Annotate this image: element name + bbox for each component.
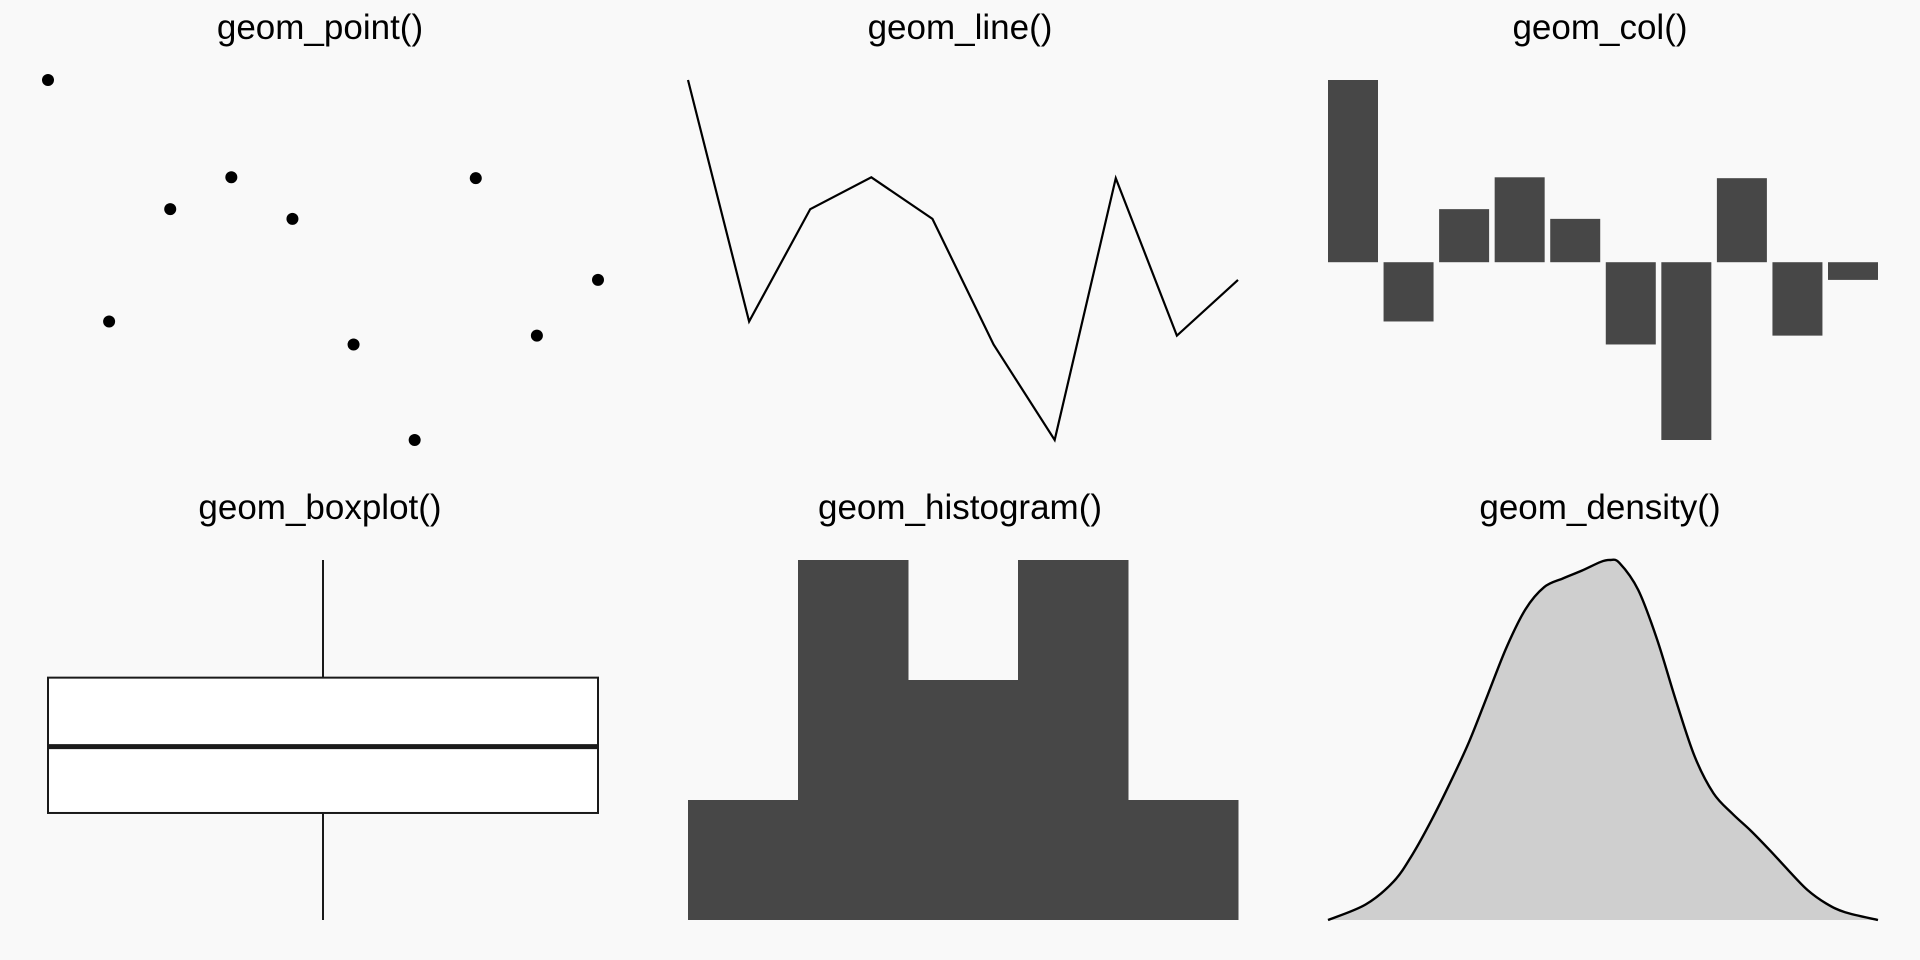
panel-histogram: geom_histogram() (640, 480, 1280, 960)
panel-title-histogram: geom_histogram() (818, 488, 1102, 527)
histogram-bar (798, 560, 909, 920)
boxplot-plot (47, 560, 599, 920)
col-bar (1383, 262, 1434, 322)
histogram-plot (688, 560, 1239, 920)
data-point (592, 273, 604, 286)
data-point (286, 212, 299, 225)
data-point (103, 315, 116, 328)
panel-col: geom_col() (1280, 0, 1920, 480)
col-bar (1439, 209, 1490, 263)
series-line (686, 79, 1239, 443)
col-bar (1772, 262, 1823, 336)
panel-point: geom_point() (0, 0, 640, 480)
panel-title-col: geom_col() (1512, 8, 1688, 47)
histogram-bar (688, 800, 799, 920)
data-point (347, 338, 360, 351)
data-point (225, 171, 238, 184)
data-point (164, 203, 177, 216)
col-plot (1328, 80, 1878, 440)
panel-title-density: geom_density() (1479, 488, 1721, 527)
panel-title-line: geom_line() (867, 8, 1053, 47)
col-bar (1716, 178, 1767, 263)
density-area (1328, 559, 1878, 920)
density-curve (1327, 558, 1879, 922)
density-plot (1327, 558, 1879, 922)
panel-title-point: geom_point() (216, 8, 424, 47)
data-point (408, 434, 421, 446)
col-bar (1550, 218, 1601, 263)
panel-title-boxplot: geom_boxplot() (198, 488, 442, 527)
point-plot (42, 74, 604, 446)
panel-boxplot: geom_boxplot() (0, 480, 640, 960)
data-point (42, 74, 54, 86)
histogram-bar (1128, 800, 1239, 920)
histogram-bar (1018, 560, 1129, 920)
col-bar (1661, 262, 1712, 440)
histogram-bar (908, 680, 1019, 920)
data-point (530, 329, 543, 342)
line-plot (686, 79, 1239, 443)
col-bar (1494, 177, 1545, 263)
panel-density: geom_density() (1280, 480, 1920, 960)
col-bar (1828, 262, 1878, 280)
panel-line: geom_line() (640, 0, 1280, 480)
col-bar (1605, 262, 1656, 345)
data-point (469, 172, 482, 185)
col-bar (1328, 80, 1378, 263)
